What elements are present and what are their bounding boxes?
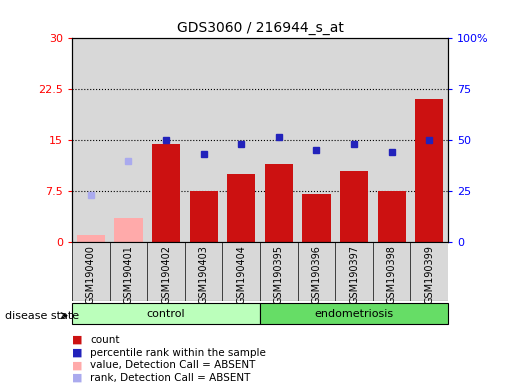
Bar <box>147 38 185 242</box>
Bar <box>298 38 335 242</box>
Bar <box>260 242 298 301</box>
Text: GSM190396: GSM190396 <box>312 245 321 304</box>
Bar <box>114 218 143 242</box>
Text: ■: ■ <box>72 373 82 383</box>
Text: GSM190395: GSM190395 <box>274 245 284 304</box>
Bar <box>335 38 373 242</box>
Bar <box>185 38 222 242</box>
Text: GSM190403: GSM190403 <box>199 245 209 304</box>
Bar <box>377 191 406 242</box>
Text: GSM190401: GSM190401 <box>124 245 133 304</box>
Title: GDS3060 / 216944_s_at: GDS3060 / 216944_s_at <box>177 21 344 35</box>
Bar <box>190 191 218 242</box>
Text: control: control <box>147 309 185 319</box>
Text: GSM190402: GSM190402 <box>161 245 171 304</box>
Bar <box>110 38 147 242</box>
Text: ■: ■ <box>72 335 82 345</box>
Text: endometriosis: endometriosis <box>315 309 393 319</box>
Bar <box>415 99 443 242</box>
Bar <box>77 235 105 242</box>
Bar <box>147 242 185 301</box>
Bar <box>72 242 110 301</box>
Text: ■: ■ <box>72 360 82 370</box>
Text: GSM190404: GSM190404 <box>236 245 246 304</box>
Text: value, Detection Call = ABSENT: value, Detection Call = ABSENT <box>90 360 255 370</box>
Text: ■: ■ <box>72 348 82 358</box>
Text: rank, Detection Call = ABSENT: rank, Detection Call = ABSENT <box>90 373 250 383</box>
Bar <box>222 242 260 301</box>
Bar <box>410 38 448 242</box>
Text: GSM190398: GSM190398 <box>387 245 397 304</box>
Text: GSM190400: GSM190400 <box>86 245 96 304</box>
Bar <box>373 242 410 301</box>
Text: count: count <box>90 335 119 345</box>
Bar <box>340 171 368 242</box>
Bar <box>222 38 260 242</box>
FancyBboxPatch shape <box>72 303 260 324</box>
Bar <box>410 242 448 301</box>
Text: percentile rank within the sample: percentile rank within the sample <box>90 348 266 358</box>
Text: disease state: disease state <box>5 311 79 321</box>
Text: GSM190399: GSM190399 <box>424 245 434 304</box>
Bar <box>185 242 222 301</box>
Bar <box>298 242 335 301</box>
Bar <box>260 38 298 242</box>
Bar <box>335 242 373 301</box>
Bar <box>227 174 255 242</box>
Bar <box>152 144 180 242</box>
Bar <box>373 38 410 242</box>
Bar <box>110 242 147 301</box>
Bar <box>265 164 293 242</box>
Bar <box>72 38 110 242</box>
FancyBboxPatch shape <box>260 303 448 324</box>
Text: GSM190397: GSM190397 <box>349 245 359 304</box>
Bar <box>302 194 331 242</box>
